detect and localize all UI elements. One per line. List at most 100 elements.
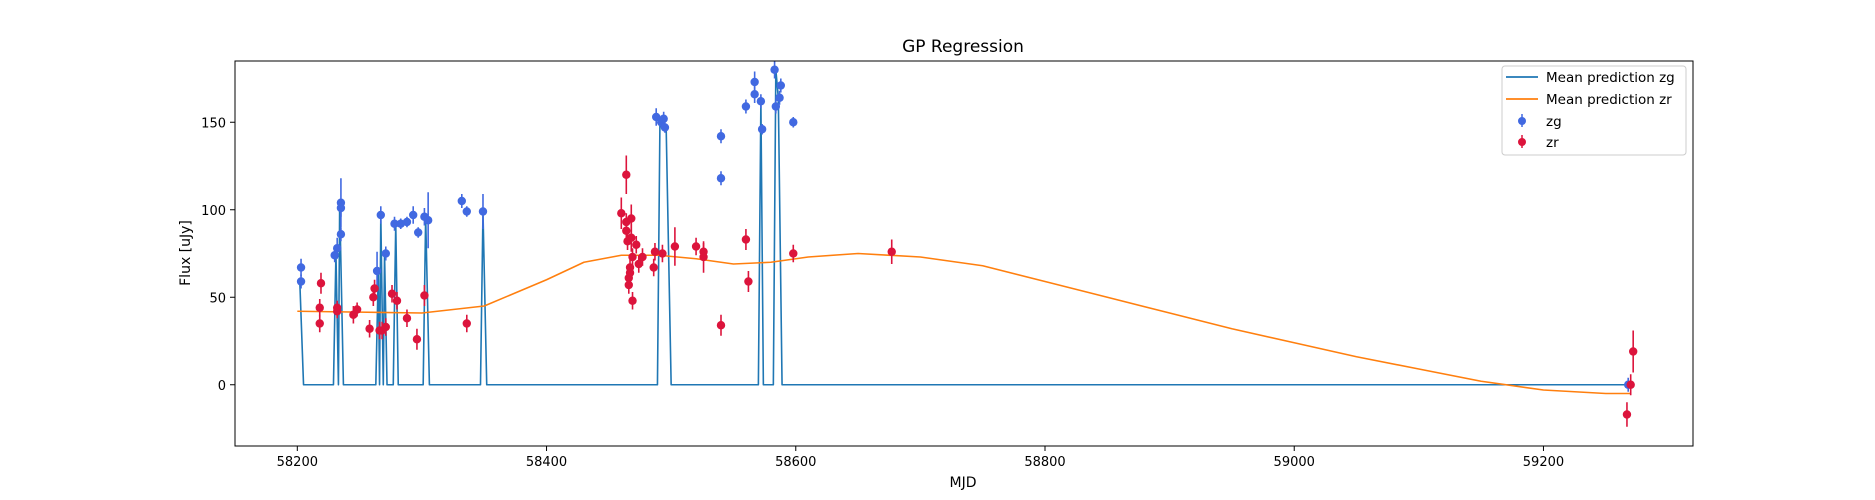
zg-data-point	[775, 90, 784, 105]
zg-point-marker	[296, 263, 306, 272]
zr-point-marker	[887, 247, 896, 256]
zg-point-marker	[652, 112, 661, 122]
zg-data-point	[756, 94, 766, 109]
x-tick-label: 59200	[1523, 455, 1564, 470]
chart-title: GP Regression	[902, 37, 1024, 57]
zr-data-point	[622, 222, 631, 240]
zg-point-marker	[457, 196, 466, 206]
zr-data-point	[628, 292, 637, 310]
zg-point-marker	[462, 207, 471, 216]
zr-points-layer	[315, 155, 1638, 427]
zr-data-point	[420, 285, 429, 306]
zg-point-marker	[770, 65, 779, 74]
zr-point-marker	[691, 242, 701, 251]
zr-mean-prediction-layer	[297, 252, 1631, 395]
zr-data-point	[627, 223, 636, 252]
x-tick-label: 58800	[1024, 455, 1065, 470]
zg-data-point	[296, 274, 306, 289]
zr-point-marker	[1622, 410, 1632, 419]
zr-data-point	[617, 197, 626, 229]
zg-point-marker	[789, 118, 798, 127]
zr-point-marker	[315, 319, 324, 328]
plot-frame	[234, 60, 1694, 447]
y-tick-label: 0	[218, 379, 226, 394]
zg-point-marker	[413, 228, 423, 237]
zr-data-point	[887, 239, 896, 264]
zg-data-point	[659, 111, 668, 126]
x-tick-label: 58600	[775, 455, 816, 470]
zg-data-point	[776, 78, 786, 93]
zr-point-marker	[634, 259, 643, 269]
zg-data-point	[789, 117, 798, 128]
zg-point-marker	[376, 210, 385, 220]
legend: Mean prediction zg Mean prediction zr zg…	[1501, 65, 1687, 156]
zr-point-marker	[617, 209, 626, 218]
zg-data-point	[741, 99, 751, 114]
zr-point-marker	[789, 249, 798, 258]
x-axis: 58200 58400 58600 58800 59000 59200	[277, 446, 1564, 470]
plot-area	[296, 61, 1638, 427]
zg-point-marker	[390, 219, 399, 228]
zg-point-marker	[716, 174, 726, 183]
zg-point-marker	[381, 249, 390, 258]
zr-data-point	[628, 248, 637, 266]
zg-point-marker	[741, 102, 751, 111]
zg-point-marker	[402, 217, 412, 227]
zr-point-marker	[332, 303, 342, 312]
zg-points-layer	[296, 61, 1633, 392]
zg-point-marker	[775, 93, 784, 102]
zr-data-point	[670, 227, 680, 266]
zr-point-marker	[352, 305, 362, 314]
zr-point-marker	[670, 242, 680, 251]
y-axis: 0 50 100 150	[201, 116, 235, 394]
y-tick-label: 50	[209, 291, 226, 306]
zr-point-marker	[316, 279, 326, 288]
zr-point-marker	[392, 296, 402, 305]
zg-data-point	[336, 227, 346, 242]
zr-data-point	[632, 236, 641, 254]
legend-label-zg-mean: Mean prediction zg	[1546, 70, 1675, 86]
zr-point-marker	[387, 289, 397, 298]
zr-point-marker	[315, 303, 324, 312]
zr-data-point	[1628, 330, 1638, 373]
zg-data-point	[716, 171, 726, 186]
zg-data-point	[332, 237, 342, 259]
zg-data-point	[381, 246, 390, 261]
y-axis-label: Flux [uJy]	[178, 220, 194, 286]
zg-data-point	[336, 199, 346, 217]
zg-point-marker	[409, 210, 418, 220]
zr-data-point	[402, 309, 412, 327]
zg-point-marker	[372, 266, 382, 276]
legend-swatch-zg-point	[1518, 117, 1526, 125]
zr-point-marker	[381, 322, 390, 332]
zr-point-marker	[369, 293, 378, 302]
zg-data-point	[771, 99, 781, 114]
zr-data-point	[387, 285, 397, 303]
zr-data-point	[691, 237, 701, 256]
zg-point-marker	[660, 123, 670, 132]
zr-point-marker	[638, 252, 647, 262]
zg-point-marker	[478, 207, 488, 216]
x-tick-label: 58400	[526, 455, 567, 470]
zg-data-point	[750, 71, 759, 93]
zr-point-marker	[632, 240, 641, 249]
zg-point-marker	[336, 203, 346, 213]
zg-data-point	[402, 216, 412, 228]
zg-data-point	[423, 192, 433, 249]
zr-point-marker	[420, 291, 429, 300]
zr-point-marker	[1628, 347, 1638, 356]
x-tick-label: 59000	[1274, 455, 1315, 470]
zg-data-point	[409, 206, 418, 224]
zr-data-point	[649, 258, 658, 277]
zg-data-point	[413, 227, 423, 238]
zr-data-point	[381, 318, 390, 336]
zr-data-point	[744, 271, 753, 292]
zr-data-point	[316, 272, 326, 294]
zg-point-marker	[756, 97, 766, 106]
zr-point-marker	[744, 277, 753, 286]
zg-point-marker	[336, 230, 346, 239]
zr-data-point	[315, 314, 324, 333]
zr-data-point	[462, 314, 471, 333]
zg-data-point	[478, 194, 488, 229]
zg-point-marker	[659, 114, 668, 123]
